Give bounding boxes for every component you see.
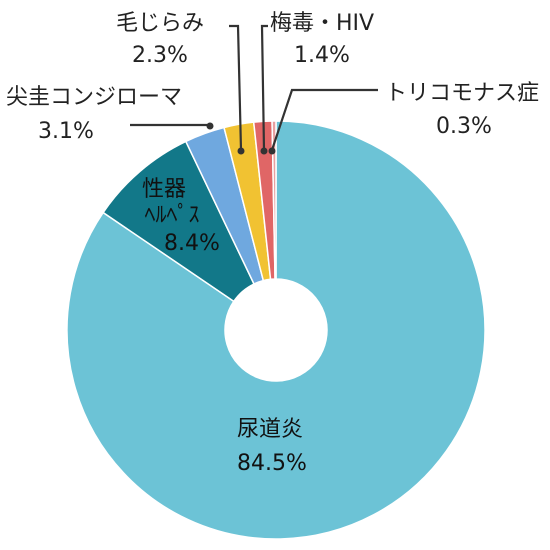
slice-label-trichomonas-name: トリコモナス症 [385, 81, 539, 106]
slice-label-condyloma-name: 尖圭コンジローマ [6, 85, 182, 110]
slice-label-herpes-value: 8.4% [164, 231, 220, 256]
slice-label-syphilis-hiv-name: 梅毒・HIV [270, 11, 374, 36]
slice-label-pubic-lice-name: 毛じらみ [116, 11, 204, 36]
leader-trichomonas [270, 88, 378, 151]
leader-trichomonas-dot [268, 147, 276, 155]
slice-label-trichomonas-value: 0.3% [436, 114, 492, 139]
leader-lines [130, 24, 378, 155]
slice-label-urethritis-name: 尿道炎 [237, 417, 303, 442]
slice-trichomonas [271, 120, 277, 280]
slice-herpes [102, 140, 255, 303]
slice-urethritis [66, 120, 486, 540]
slice-label-herpes-name-line2: ﾍﾙﾍﾟｽ [144, 203, 199, 228]
leader-syphilis-hiv [260, 24, 268, 151]
leader-syphilis-hiv-dot [260, 147, 268, 155]
slice-labels: 尿道炎 84.5% 性器 ﾍﾙﾍﾟｽ 8.4% 尖圭コンジローマ 3.1% 毛じ… [6, 11, 539, 476]
leader-condyloma-dot [206, 122, 214, 130]
leader-pubic-lice-dot [237, 147, 245, 155]
slice-label-condyloma-value: 3.1% [38, 119, 94, 144]
leader-pubic-lice [229, 24, 243, 151]
slices [66, 120, 486, 540]
slice-label-syphilis-hiv-value: 1.4% [294, 43, 350, 68]
slice-label-urethritis-value: 84.5% [237, 451, 307, 476]
slice-label-pubic-lice-value: 2.3% [132, 43, 188, 68]
slice-label-herpes-name-line1: 性器 [142, 177, 186, 202]
